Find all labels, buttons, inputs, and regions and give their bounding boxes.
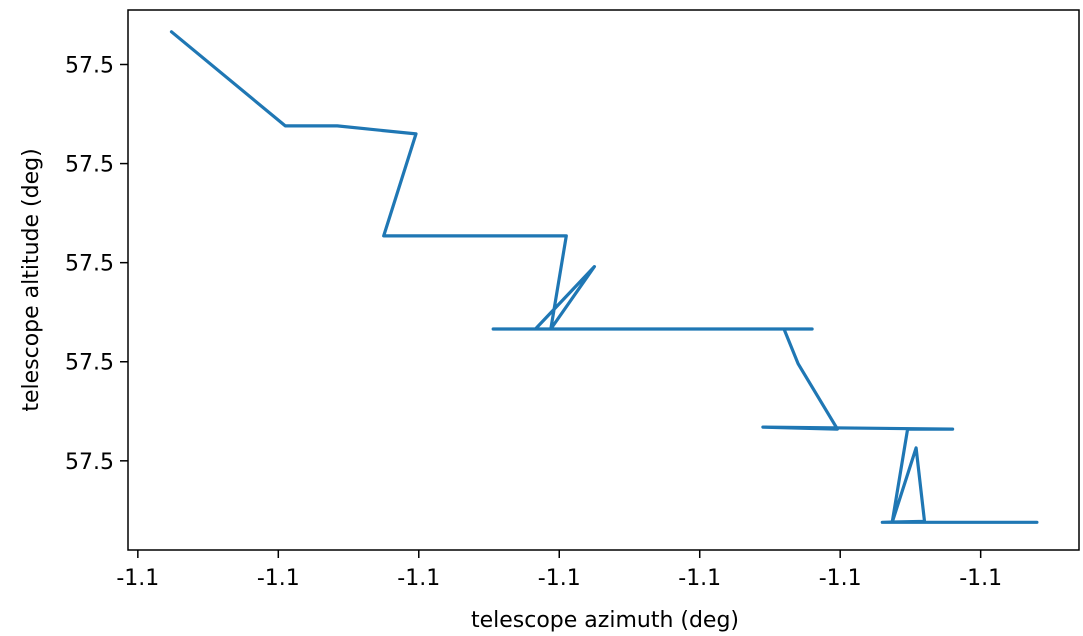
plot-area	[127, 9, 1080, 551]
x-axis-label: telescope azimuth (deg)	[471, 608, 739, 633]
y-tick-label: 57.5	[65, 351, 114, 376]
y-tick-label: 57.5	[65, 252, 114, 277]
y-tick-label: 57.5	[65, 450, 114, 475]
x-tick-label: -1.1	[819, 566, 862, 591]
y-axis-label: telescope altitude (deg)	[19, 148, 44, 411]
x-tick-label: -1.1	[959, 566, 1002, 591]
x-tick-label: -1.1	[397, 566, 440, 591]
y-tick-label: 57.5	[65, 53, 114, 78]
x-tick-label: -1.1	[678, 566, 721, 591]
x-tick-label: -1.1	[257, 566, 300, 591]
x-axis: -1.1 -1.1 -1.1 -1.1 -1.1 -1.1 -1.1	[116, 550, 1002, 591]
x-tick-label: -1.1	[538, 566, 581, 591]
y-tick-label: 57.5	[65, 153, 114, 178]
series-line	[169, 30, 1039, 524]
y-axis: 57.5 57.5 57.5 57.5 57.5	[65, 53, 128, 475]
x-tick-label: -1.1	[116, 566, 159, 591]
